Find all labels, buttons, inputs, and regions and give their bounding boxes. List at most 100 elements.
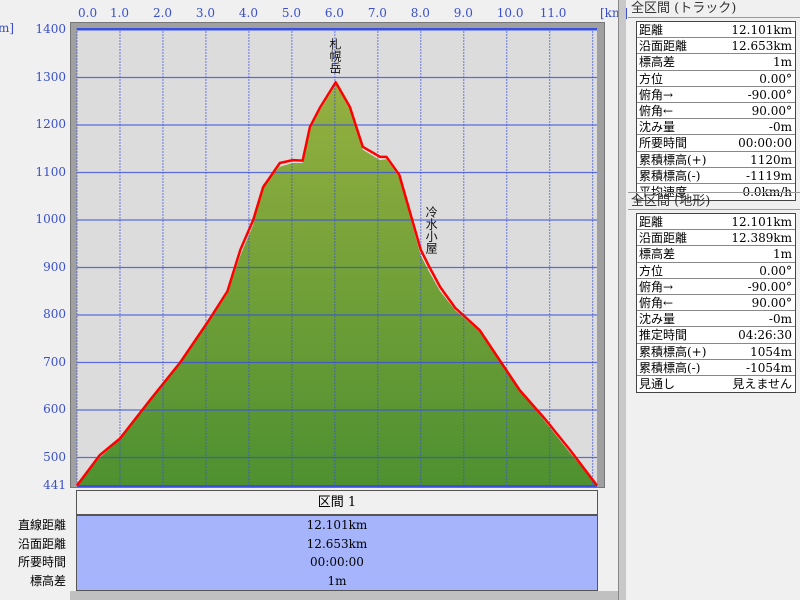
stat-label: 推定時間 [639,328,688,343]
stat-label: 方位 [639,71,664,86]
section-value: 00:00:00 [310,555,364,569]
track-panel: 全区間 (トラック) 距離 12.101km 沿面距離 12.653km 標高差 1m 方位… [628,0,800,202]
stat-value: -90.00° [747,279,792,294]
stat-label: 沈み量 [639,312,676,327]
stat-value: 見えません [732,376,792,391]
y-tick-label: 1400 [35,22,66,36]
x-tick-label: 9.0 [453,6,473,20]
stat-row: 標高差 1m [637,246,795,263]
section-label: 直線距離 [17,518,66,532]
stat-value: -0m [768,312,792,327]
stat-row: 方位 0.00° [637,71,795,87]
stat-row: 距離 12.101km [637,214,795,231]
stat-row: 累積標高(-) -1054m [637,360,795,376]
stat-label: 沈み量 [639,120,676,135]
stat-label: 累積標高(-) [639,168,701,183]
y-tick-label: 1100 [35,164,66,179]
y-tick-label: 1300 [35,69,66,84]
x-tick-label: 3.0 [195,6,216,20]
terrain-stats-table: 距離 12.101km 沿面距離 12.389km 標高差 1m 方位 0.00° 俯角→ -90… [636,213,796,394]
y-tick-label: 1000 [35,212,66,226]
stat-label: 標高差 [639,247,676,262]
stat-row: 俯角→ -90.00° [637,87,795,103]
section-value: 12.101km [306,518,368,532]
y-unit-label: m] [0,21,15,35]
stat-value: -0m [768,120,792,135]
x-tick-label: 2.0 [152,6,173,20]
stat-row: 累積標高(+) 1120m [637,152,795,168]
stat-value: -1119m [746,168,792,183]
section-header[interactable]: 区間 1 [76,490,598,515]
stat-value: 90.00° [751,295,792,310]
stat-label: 俯角← [639,295,674,310]
stat-row: 累積標高(-) -1119m [637,168,795,184]
section-value: 1m [327,573,347,588]
stat-row: 沈み量 -0m [637,311,795,328]
stat-row: 沈み量 -0m [637,119,795,136]
x-tick-label: 4.0 [238,6,258,20]
stat-label: 沿面距離 [639,231,688,246]
terrain-panel-title: 全区間 (地形) [628,192,800,210]
track-line [75,81,598,487]
stat-row: 俯角← 90.00° [637,295,795,312]
stat-label: 俯角→ [639,87,674,102]
stat-value: 1m [772,247,792,262]
profile-pane: m] [km] 0.0 1.0 2.0 3.0 4.0 5.0 6.0 7.0 8.0 9.0 10… [0,0,628,600]
stat-value: 12.101km [731,23,792,37]
y-tick-label: 600 [43,402,66,416]
stat-value: 1054m [750,344,792,359]
stat-row: 沿面距離 12.389km [637,230,795,247]
stat-label: 方位 [639,263,664,278]
stat-label: 沿面距離 [639,39,688,54]
track-stats-table: 距離 12.101km 沿面距離 12.653km 標高差 1m 方位 0.00° 俯角→ -90… [636,21,796,202]
stat-value: 12.389km [731,231,792,246]
y-tick-label: 800 [43,307,66,321]
x-tick-label: 5.0 [281,6,301,20]
y-tick-label: 700 [43,354,66,369]
annotation-label: 札幌岳 [328,38,342,74]
stat-label: 累積標高(-) [639,360,701,375]
section-label: 標高差 [29,574,66,588]
stat-row: 見通し 見えません [637,376,795,392]
x-tick-label: 0.0 [78,6,98,20]
terrain-area [77,84,597,486]
stat-value: 12.653km [731,39,792,54]
stat-row: 沿面距離 12.653km [637,38,795,55]
stat-label: 見通し [639,376,676,391]
terrain-panel: 全区間 (地形) 距離 12.101km 沿面距離 12.389km 標高差 1m 方位 0.… [628,192,800,394]
stat-value: 1m [772,55,792,70]
stat-value: 90.00° [751,103,792,118]
stat-value: 0.0km/h [742,184,792,199]
section-label: 所要時間 [17,555,66,569]
stat-row: 俯角→ -90.00° [637,279,795,295]
stat-row: 俯角← 90.00° [637,103,795,120]
x-tick-label: 8.0 [410,6,430,20]
stat-row: 所要時間 00:00:00 [637,135,795,152]
section-value: 12.653km [306,536,368,551]
y-tick-label: 1200 [35,117,66,131]
x-tick-label: 6.0 [324,6,344,20]
stat-label: 平均速度 [639,184,688,199]
splitter[interactable] [618,0,626,600]
stat-value: -1054m [746,360,792,375]
x-tick-label: 7.0 [367,6,387,20]
stat-value: 12.101km [731,215,792,229]
stat-row: 平均速度 0.0km/h [637,184,795,200]
stat-label: 所要時間 [639,136,688,151]
stat-row: 累積標高(+) 1054m [637,344,795,360]
annotation-label: 冷水小屋 [424,205,438,254]
stat-label: 累積標高(+) [639,152,707,167]
stat-row: 標高差 1m [637,54,795,71]
x-tick-label: 11.0 [539,6,567,20]
stat-value: 0.00° [759,263,792,278]
stat-label: 距離 [639,215,664,229]
section-values: 12.101km 12.653km 00:00:00 1m [76,515,598,591]
stat-value: 00:00:00 [738,136,792,151]
y-tick-label: 900 [43,259,66,274]
stat-label: 標高差 [639,55,676,70]
stat-row: 距離 12.101km [637,22,795,39]
stat-row: 推定時間 04:26:30 [637,327,795,344]
stat-label: 累積標高(+) [639,344,707,359]
track-panel-title: 全区間 (トラック) [628,0,800,18]
